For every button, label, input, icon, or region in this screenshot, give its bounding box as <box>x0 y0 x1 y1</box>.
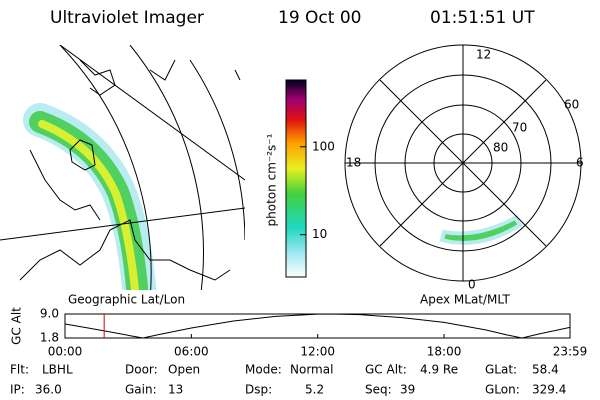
info-value: 58.4 <box>532 363 559 377</box>
polar-map: 12 18 6 0 60 70 80 <box>344 44 584 292</box>
altitude-curve <box>64 313 571 339</box>
lat-circle <box>129 45 204 290</box>
coast <box>29 149 101 221</box>
mlat-label: 70 <box>512 121 527 135</box>
colorbar-label: photon cm⁻²s⁻¹ <box>265 133 279 226</box>
x-tick-label: 23:59 <box>553 345 588 359</box>
colorbar-tick-label: 10 <box>312 227 327 241</box>
info-label: GLon: <box>485 383 520 397</box>
coast <box>69 139 96 171</box>
coast <box>19 219 231 281</box>
lon-line <box>59 45 245 181</box>
colorbar-tick-label: 100 <box>312 139 335 153</box>
info-value: 13 <box>168 383 183 397</box>
info-value: 36.0 <box>35 383 62 397</box>
x-tick-label: 06:00 <box>174 345 209 359</box>
mlat-label: 60 <box>564 98 579 112</box>
x-tick-label: 18:00 <box>427 345 462 359</box>
info-label: Seq: <box>365 383 392 397</box>
mlat-label: 80 <box>493 141 508 155</box>
mlt-label: 18 <box>346 156 361 170</box>
lat-circle <box>189 59 245 241</box>
info-label: Gain: <box>125 383 157 397</box>
geographic-map <box>0 45 245 290</box>
info-label: Door: <box>125 363 158 377</box>
info-label: GLat: <box>485 363 517 377</box>
mlt-label: 6 <box>576 156 584 170</box>
mlt-line <box>379 79 547 247</box>
alt-ylabel: GC Alt <box>10 307 24 345</box>
title: Ultraviolet Imager <box>50 8 204 28</box>
time: 01:51:51 UT <box>430 8 535 28</box>
mlt-label: 12 <box>476 48 491 62</box>
map-label: Apex MLat/MLT <box>420 293 510 307</box>
info-value: 329.4 <box>532 383 566 397</box>
x-tick-label: 12:00 <box>300 345 335 359</box>
info-value: 39 <box>400 383 415 397</box>
lat-circle <box>59 45 152 290</box>
info-label: Dsp: <box>245 383 272 397</box>
y-tick-label: 9.0 <box>40 307 59 321</box>
info-label: Flt: <box>10 363 29 377</box>
info-label: Mode: <box>245 363 282 377</box>
info-value: LBHL <box>42 363 73 377</box>
colorbar <box>285 79 307 278</box>
info-value: Normal <box>290 363 333 377</box>
map-label: Geographic Lat/Lon <box>68 293 185 307</box>
aurora <box>38 120 140 290</box>
y-tick-label: 1.8 <box>40 331 59 345</box>
x-tick-label: 00:00 <box>48 345 83 359</box>
info-value: 5.2 <box>305 383 324 397</box>
date: 19 Oct 00 <box>278 8 361 28</box>
aurora <box>439 215 523 245</box>
mlt-label: 0 <box>468 278 476 292</box>
info-label: GC Alt: <box>365 363 407 377</box>
info-value: Open <box>168 363 200 377</box>
info-label: IP: <box>10 383 25 397</box>
info-value: 4.9 Re <box>420 363 458 377</box>
coast <box>79 59 241 96</box>
